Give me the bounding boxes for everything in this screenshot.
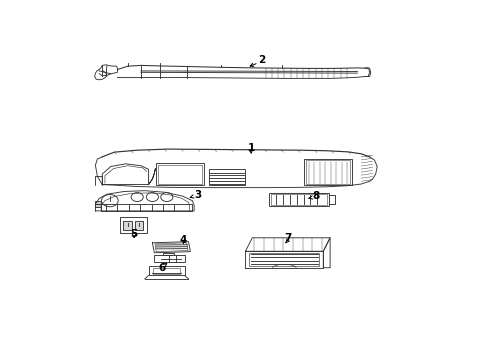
Bar (156, 163, 204, 185)
Bar (271, 194, 327, 204)
Text: 7: 7 (284, 233, 292, 243)
Bar (158, 165, 202, 184)
Bar (120, 217, 147, 233)
Bar (306, 161, 350, 184)
Bar (96, 201, 101, 204)
Bar (101, 204, 192, 211)
Text: 1: 1 (247, 143, 255, 153)
Bar (153, 268, 180, 274)
Text: 3: 3 (195, 190, 201, 200)
Bar (163, 253, 174, 255)
Bar (96, 204, 101, 207)
Text: 4: 4 (180, 235, 187, 245)
Text: 2: 2 (258, 55, 266, 66)
Bar (304, 159, 352, 185)
Bar (123, 221, 132, 230)
Bar (249, 253, 319, 266)
Text: 6: 6 (158, 263, 166, 273)
Bar (153, 255, 185, 262)
Bar (209, 169, 245, 185)
Bar (270, 193, 329, 206)
Bar (135, 221, 143, 230)
Bar (148, 266, 185, 275)
Text: 8: 8 (312, 192, 319, 202)
Text: 5: 5 (130, 229, 138, 239)
